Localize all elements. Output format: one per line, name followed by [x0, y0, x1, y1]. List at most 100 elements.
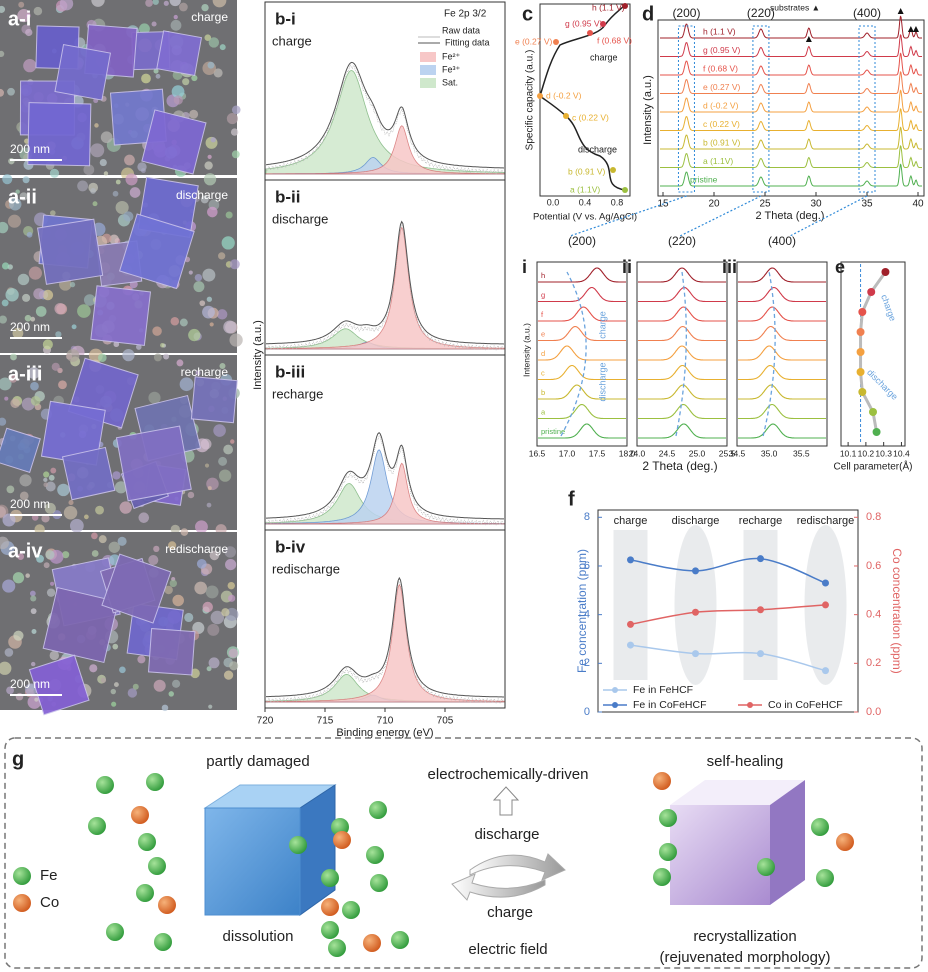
state-shading: [674, 525, 717, 685]
panel-label: c: [522, 3, 533, 25]
sem-grain: [160, 343, 165, 348]
scheme-frame: [4, 737, 923, 969]
x-tick-label: 25.5: [719, 448, 736, 458]
x-axis-label: 2 Theta (deg.): [642, 459, 717, 473]
sem-crystal: [28, 654, 90, 716]
peak-label: (400): [768, 234, 796, 248]
fe-ion: [757, 858, 775, 876]
sem-grain: [0, 661, 12, 675]
fe-ion: [811, 818, 829, 836]
sem-grain: [228, 648, 239, 658]
sem-grain: [17, 273, 30, 286]
data-point: [757, 650, 764, 658]
annotation: discharge: [865, 367, 900, 402]
legend-swatch: [612, 687, 618, 693]
sem-grain: [223, 320, 237, 334]
panel-label: a-iii: [8, 363, 42, 385]
xrd-zoom-illustration: [538, 267, 626, 283]
data-point: [627, 620, 634, 628]
sem-grain: [9, 374, 18, 383]
sem-grain: [41, 514, 50, 523]
data-point: [757, 606, 764, 614]
sem-grain: [122, 349, 135, 362]
sem-grain: [182, 78, 190, 86]
trace-label: b (0.91 V): [703, 137, 740, 147]
x-axis-label: Binding energy (eV): [336, 727, 433, 739]
co-ion: [836, 833, 854, 851]
xps-peak-illustration: [265, 125, 505, 175]
sem-grain: [155, 73, 161, 79]
sem-crystal: [0, 427, 41, 474]
sem-grain: [55, 331, 62, 338]
xrd-trace-illustration: [660, 15, 922, 39]
sem-crystal: [118, 213, 195, 290]
sem-grain: [35, 306, 47, 317]
cube-front: [670, 805, 770, 905]
legend-label: Fe³⁺: [442, 64, 461, 74]
data-point: [822, 601, 829, 609]
sem-grain: [225, 211, 233, 219]
sem-grain: [6, 686, 14, 695]
panel-label: g: [12, 748, 24, 770]
panel-label: b-i: [275, 9, 296, 28]
data-point: [856, 348, 865, 356]
xrd-zoom-illustration: [538, 286, 626, 303]
sem-grain: [228, 594, 236, 602]
sem-grain: [129, 187, 141, 198]
fe-ion: [136, 884, 154, 902]
trace-label: d: [541, 349, 545, 358]
sem-crystal: [141, 109, 207, 175]
sem-grain: [69, 281, 76, 288]
sem-grain: [77, 180, 89, 192]
sem-grain: [202, 305, 215, 319]
trace-label: h: [541, 271, 545, 280]
y-tick-label: 2: [584, 657, 590, 669]
xps-fit-illustration: [266, 220, 505, 345]
xrd-zoom-illustration: [738, 423, 826, 439]
sem-grain: [170, 19, 182, 31]
sem-grain: [1, 299, 9, 307]
sem-crystal: [101, 553, 172, 624]
sem-grain: [210, 610, 225, 625]
sem-grain: [195, 370, 201, 376]
sem-grain: [168, 541, 177, 550]
y-axis-label: Fe concentration (ppm): [575, 549, 589, 673]
sem-grain: [190, 668, 200, 679]
xrd-zoom-illustration: [738, 403, 826, 420]
sem-grain: [188, 270, 193, 275]
sem-grain: [213, 68, 223, 78]
x-tick-label: 35.5: [793, 448, 810, 458]
sem-grain: [123, 211, 134, 222]
fe-ion: [321, 921, 339, 939]
sem-grain: [218, 252, 226, 260]
sem-grain: [71, 324, 77, 330]
xps-fit-illustration: [266, 576, 504, 698]
y2-tick-label: 0.8: [866, 511, 881, 523]
state-label: recharge: [181, 365, 229, 379]
x-tick-label: 10.4: [893, 448, 910, 458]
sem-grain: [0, 536, 9, 550]
y2-tick-label: 0.0: [866, 706, 881, 718]
fe-ion: [653, 868, 671, 886]
cycle-arrow: [469, 853, 566, 881]
sem-grain: [31, 628, 37, 634]
sem-grain: [161, 704, 169, 712]
fe-ion: [289, 836, 307, 854]
peak-label: (220): [747, 6, 775, 20]
sem-grain: [0, 315, 7, 324]
xps-peak-illustration: [265, 462, 505, 525]
trace-label: f: [541, 310, 544, 319]
sem-grain: [209, 550, 220, 561]
sem-grain: [77, 304, 91, 318]
sem-grain: [43, 482, 49, 488]
sem-crystal: [37, 218, 104, 285]
sem-grain: [19, 474, 32, 487]
sem-grain: [207, 61, 215, 69]
sem-grain: [164, 585, 173, 595]
sem-grain: [4, 396, 9, 401]
sem-grain: [213, 424, 226, 437]
x-tick-label: 34.5: [729, 448, 746, 458]
substrate-marker: [805, 36, 812, 42]
sem-grain: [6, 485, 15, 494]
sem-grain: [207, 206, 218, 218]
